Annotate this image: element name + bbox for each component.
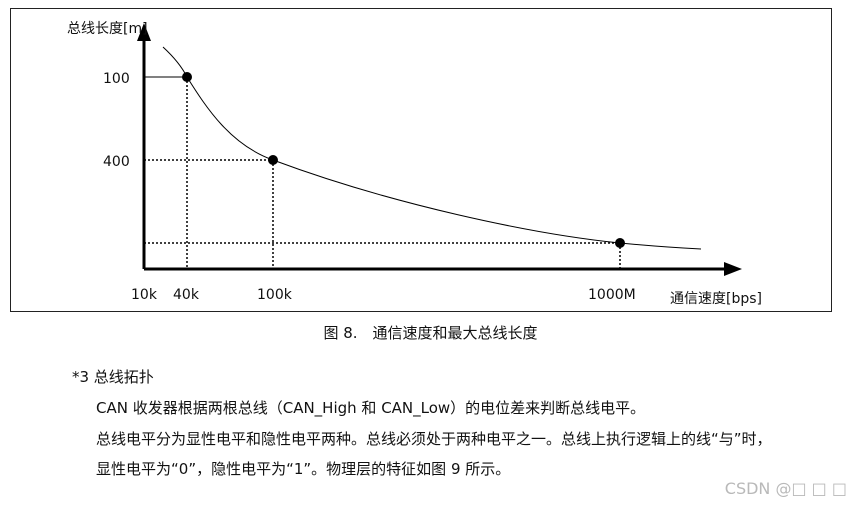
bus-length-chart: 总线长度[m] 100 400 10k 40k 100k 1000M 通信速度[… [67, 21, 762, 307]
figure-caption: 图 8. 通信速度和最大总线长度 [323, 324, 538, 342]
point-100k [268, 155, 278, 165]
y-tick-label: 100 [103, 71, 130, 87]
paragraph: 显性电平为“0”，隐性电平为“1”。物理层的特征如图 9 所示。 [96, 460, 511, 478]
watermark: CSDN @□ □ □ [724, 479, 847, 498]
x-axis-label: 通信速度[bps] [670, 291, 762, 307]
x-tick-label: 10k [131, 287, 158, 303]
paragraph: 总线电平分为显性电平和隐性电平两种。总线必须处于两种电平之一。总线上执行逻辑上的… [96, 430, 772, 448]
x-axis-arrow [724, 262, 742, 276]
x-tick-label: 100k [257, 287, 293, 303]
y-axis-label: 总线长度[m] [67, 21, 148, 37]
point-40k [182, 72, 192, 82]
y-axis-arrow [137, 23, 151, 41]
section-heading: *3 总线拓扑 [72, 368, 154, 386]
paragraph: CAN 收发器根据两根总线（CAN_High 和 CAN_Low）的电位差来判断… [96, 399, 646, 417]
y-tick-label: 400 [103, 154, 130, 170]
figure-frame: 总线长度[m] 100 400 10k 40k 100k 1000M 通信速度[… [10, 8, 832, 312]
x-tick-label: 1000M [588, 287, 636, 303]
x-tick-label: 40k [173, 287, 200, 303]
length-speed-curve [162, 46, 702, 250]
point-1000M [615, 238, 625, 248]
